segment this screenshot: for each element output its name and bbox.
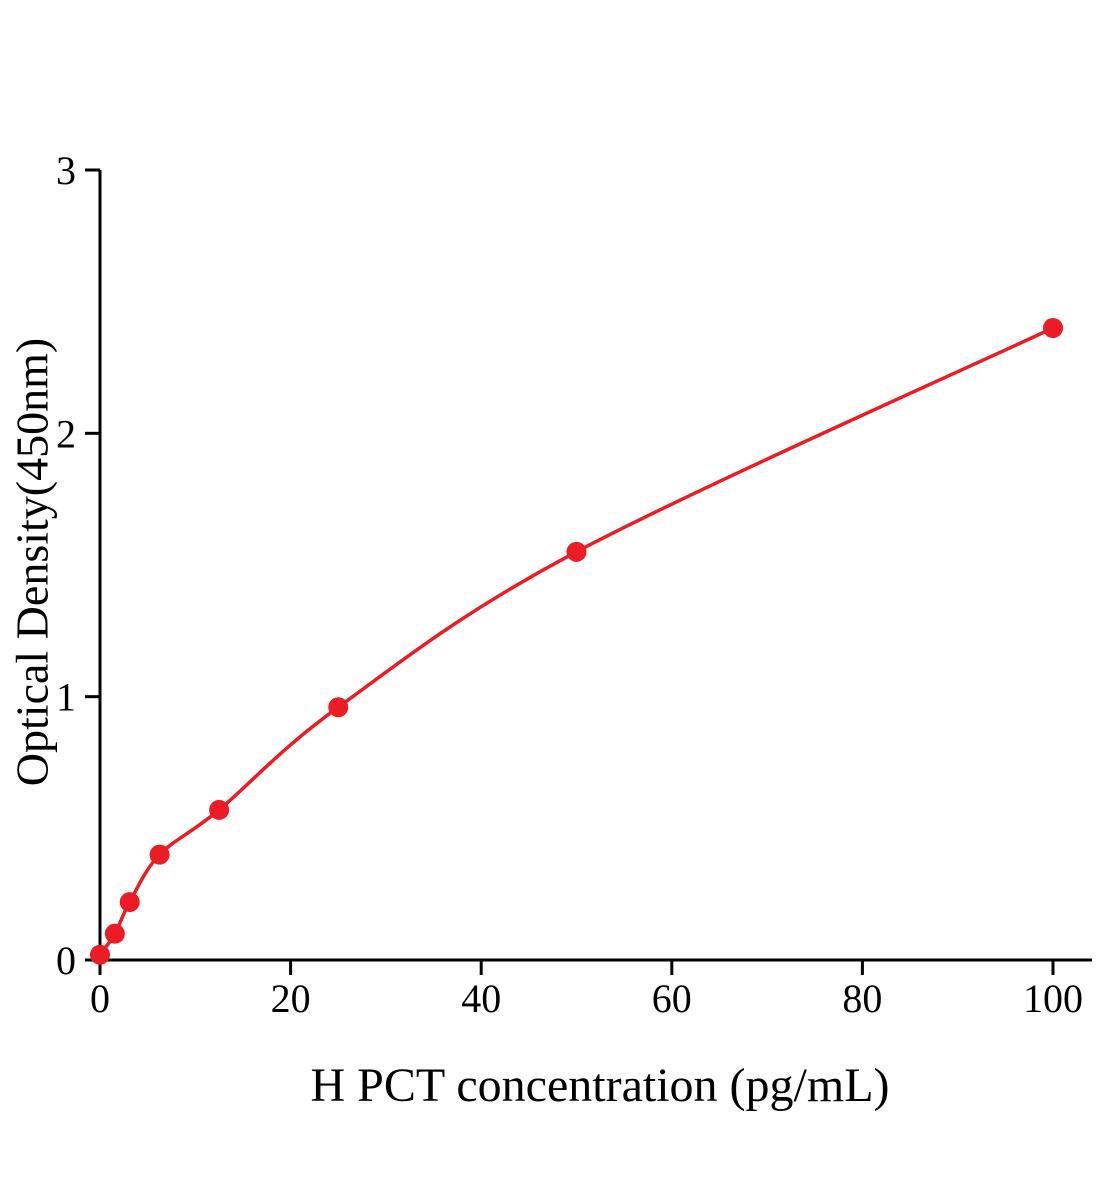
data-point (119, 892, 140, 913)
x-tick-label: 20 (271, 976, 311, 1021)
y-tick-label: 1 (56, 675, 76, 720)
data-point (104, 923, 125, 944)
standard-curve-line (98, 326, 1055, 957)
data-point (209, 799, 230, 820)
x-tick-label: 100 (1023, 976, 1083, 1021)
y-tick-label: 0 (56, 938, 76, 983)
x-tick-label: 0 (90, 976, 110, 1021)
y-tick-label: 3 (56, 148, 76, 193)
x-axis-title: H PCT concentration (pg/mL) (310, 1059, 890, 1112)
data-point (149, 844, 170, 865)
data-point (566, 541, 587, 562)
x-tick-label: 80 (842, 976, 882, 1021)
data-point (1043, 318, 1063, 338)
y-axis-title: Optical Density(450nm) (6, 337, 58, 787)
x-tick-label: 60 (652, 976, 692, 1021)
x-tick-label: 40 (461, 976, 501, 1021)
y-tick-label: 2 (56, 411, 76, 456)
data-point (90, 944, 110, 965)
data-point (328, 697, 349, 718)
